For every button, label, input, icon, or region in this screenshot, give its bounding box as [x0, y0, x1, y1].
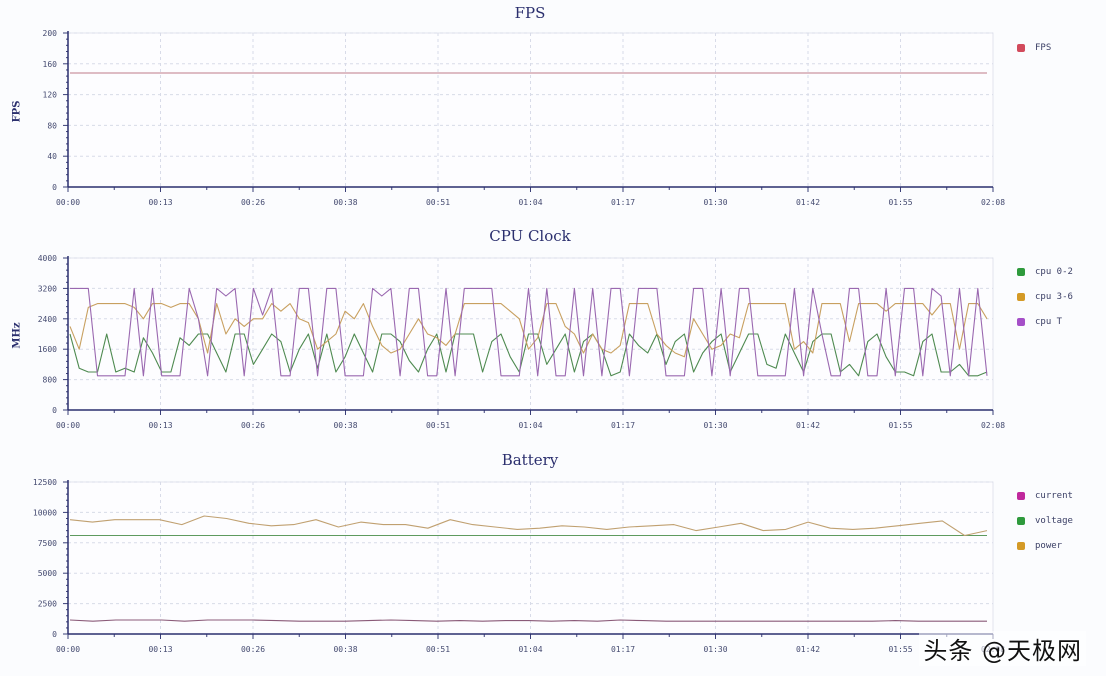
y-tick-label: 0 — [52, 183, 57, 192]
x-tick-label: 01:55 — [888, 421, 912, 430]
x-tick-label: 00:51 — [426, 645, 450, 654]
x-tick-label: 00:00 — [56, 645, 80, 654]
legend-item[interactable]: voltage — [1017, 508, 1073, 533]
x-tick-label: 01:42 — [796, 645, 820, 654]
y-tick-label: 7500 — [38, 539, 57, 548]
cpu-clock-legend: cpu 0-2 cpu 3-6 cpu T — [1017, 259, 1073, 334]
legend-item[interactable]: cpu 0-2 — [1017, 259, 1073, 284]
series-line-cpu-0-2 — [69, 333, 988, 377]
legend-swatch-icon — [1017, 541, 1025, 550]
x-tick-label: 00:13 — [148, 645, 172, 654]
y-tick-label: 4000 — [38, 254, 57, 263]
fps-chart-title: FPS — [514, 4, 546, 22]
legend-swatch-icon — [1017, 267, 1025, 276]
x-tick-label: 01:17 — [611, 645, 635, 654]
x-tick-label: 00:13 — [148, 421, 172, 430]
legend-swatch-icon — [1017, 516, 1025, 525]
x-tick-label: 01:55 — [888, 645, 912, 654]
y-tick-label: 2400 — [38, 315, 57, 324]
legend-swatch-icon — [1017, 317, 1025, 326]
battery-plot: 00:00 00:13 00:26 00:38 00:51 01:04 01:17 01:30… — [33, 478, 1005, 654]
x-tick-label: 02:08 — [981, 421, 1005, 430]
y-tick-label: 40 — [47, 152, 57, 161]
legend-item[interactable]: cpu T — [1017, 309, 1073, 334]
x-tick-label: 00:00 — [56, 421, 80, 430]
x-tick-label: 00:38 — [333, 421, 357, 430]
x-tick-label: 01:17 — [611, 421, 635, 430]
fps-plot: 00:00 00:13 00:26 00:38 00:51 01:04 01:17 01:30… — [43, 29, 1006, 207]
fps-legend: FPS — [1017, 35, 1051, 60]
y-tick-label: 200 — [43, 29, 58, 38]
x-tick-label: 01:42 — [796, 198, 820, 207]
x-tick-label: 01:30 — [703, 645, 727, 654]
x-tick-label: 00:38 — [333, 645, 357, 654]
x-tick-label: 01:04 — [518, 198, 542, 207]
y-tick-label: 80 — [47, 121, 57, 130]
y-tick-label: 3200 — [38, 284, 57, 293]
x-tick-label: 01:30 — [703, 198, 727, 207]
y-tick-label: 160 — [43, 60, 58, 69]
watermark-text: 头条 @天极网 — [919, 631, 1086, 666]
y-tick-label: 0 — [52, 630, 57, 639]
legend-item[interactable]: FPS — [1017, 35, 1051, 60]
legend-swatch-icon — [1017, 292, 1025, 301]
y-tick-label: 800 — [43, 376, 58, 385]
y-tick-label: 12500 — [33, 478, 57, 487]
x-tick-label: 00:51 — [426, 198, 450, 207]
cpu-clock-plot: 00:00 00:13 00:26 00:38 00:51 01:04 01:17 01:30… — [38, 254, 1005, 430]
legend-label: power — [1035, 540, 1063, 551]
x-tick-label: 00:26 — [241, 421, 265, 430]
y-tick-label: 2500 — [38, 600, 57, 609]
y-tick-label: 0 — [52, 406, 57, 415]
battery-legend: current voltage power — [1017, 483, 1073, 558]
x-tick-label: 00:26 — [241, 645, 265, 654]
legend-item[interactable]: cpu 3-6 — [1017, 284, 1073, 309]
x-tick-label: 01:30 — [703, 421, 727, 430]
legend-label: voltage — [1035, 515, 1073, 526]
series-line-cpu-3-6 — [69, 303, 988, 358]
legend-label: cpu T — [1035, 316, 1063, 327]
cpu-clock-chart-panel: CPU Clock MHz 00:00 00:13 00:26 00:38 00:51 0… — [0, 224, 1106, 439]
legend-swatch-icon — [1017, 43, 1025, 52]
series-line-power — [69, 515, 988, 537]
y-tick-label: 1600 — [38, 345, 57, 354]
legend-item[interactable]: power — [1017, 533, 1073, 558]
legend-item[interactable]: current — [1017, 483, 1073, 508]
cpu-clock-chart-title: CPU Clock — [489, 227, 571, 245]
x-tick-label: 00:13 — [148, 198, 172, 207]
x-tick-label: 01:17 — [611, 198, 635, 207]
legend-swatch-icon — [1017, 491, 1025, 500]
series-line-current — [69, 619, 987, 622]
legend-label: current — [1035, 490, 1073, 501]
y-tick-label: 5000 — [38, 569, 57, 578]
series-line-cpu-T — [70, 287, 988, 377]
battery-chart-title: Battery — [501, 451, 559, 469]
x-tick-label: 00:26 — [241, 198, 265, 207]
x-tick-label: 00:00 — [56, 198, 80, 207]
legend-label: cpu 3-6 — [1035, 291, 1073, 302]
x-tick-label: 01:04 — [518, 645, 542, 654]
x-tick-label: 00:51 — [426, 421, 450, 430]
y-tick-label: 10000 — [33, 508, 57, 517]
fps-chart-panel: FPS FPS 00:00 00:13 00:26 00:38 00:51 01:04 01… — [0, 0, 1106, 215]
x-tick-label: 01:55 — [888, 198, 912, 207]
battery-chart-panel: Battery 00:00 00:13 00:26 00:38 00:51 01:04 01… — [0, 448, 1106, 676]
x-tick-label: 00:38 — [333, 198, 357, 207]
legend-label: FPS — [1035, 42, 1052, 53]
x-tick-label: 01:42 — [796, 421, 820, 430]
x-tick-label: 01:04 — [518, 421, 542, 430]
y-tick-label: 120 — [43, 91, 58, 100]
x-tick-label: 02:08 — [981, 198, 1005, 207]
legend-label: cpu 0-2 — [1035, 266, 1073, 277]
